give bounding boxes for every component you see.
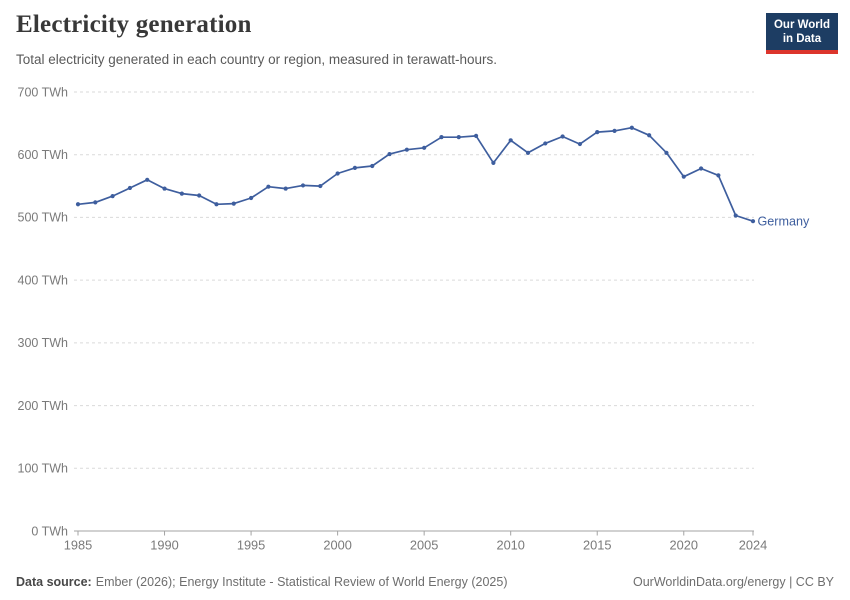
owid-logo-line1: Our World (773, 19, 830, 31)
data-point-2010[interactable] (508, 138, 513, 143)
owid-logo[interactable]: Our World in Data (765, 13, 838, 55)
data-point-1992[interactable] (197, 193, 202, 198)
data-point-1989[interactable] (145, 177, 150, 182)
data-point-2006[interactable] (439, 135, 444, 140)
x-tick-label: 2024 (739, 538, 767, 553)
y-tick-label: 300 TWh (18, 336, 69, 350)
y-tick-label: 200 TWh (18, 399, 69, 413)
data-point-2004[interactable] (404, 147, 409, 152)
data-point-2011[interactable] (525, 150, 531, 155)
data-source-note: Data source: Ember (2026); Energy Institu… (16, 575, 507, 589)
data-point-1985[interactable] (75, 202, 81, 207)
data-point-2016[interactable] (612, 128, 617, 133)
data-point-2012[interactable] (543, 141, 548, 146)
x-tick-label: 2000 (323, 538, 351, 553)
data-source-label: Data source: (16, 575, 92, 589)
owid-logo-line2: in Data (782, 33, 822, 46)
data-point-2021[interactable] (698, 166, 704, 171)
data-point-2019[interactable] (664, 150, 669, 155)
data-point-1995[interactable] (248, 195, 254, 201)
data-point-2000[interactable] (335, 171, 340, 176)
data-point-2022[interactable] (716, 173, 721, 178)
data-point-1996[interactable] (266, 184, 271, 189)
data-point-1991[interactable] (179, 191, 184, 196)
y-tick-label: 400 TWh (18, 273, 69, 287)
data-point-2008[interactable] (473, 133, 479, 138)
data-point-1986[interactable] (93, 200, 98, 205)
data-point-2009[interactable] (491, 160, 496, 165)
data-point-1994[interactable] (231, 201, 236, 206)
data-point-2024[interactable] (750, 219, 756, 224)
data-point-1987[interactable] (110, 194, 115, 199)
data-point-2002[interactable] (370, 163, 375, 169)
data-point-1988[interactable] (127, 185, 133, 191)
y-tick-label: 700 TWh (18, 85, 69, 99)
y-tick-label: 100 TWh (18, 462, 69, 476)
data-source-text: Ember (2026); Energy Institute - Statist… (95, 575, 508, 589)
owid-url-license[interactable]: OurWorldinData.org/energy | CC BY (632, 575, 834, 589)
y-tick-label: 600 TWh (18, 148, 69, 162)
data-point-2020[interactable] (681, 174, 686, 179)
data-point-2005[interactable] (422, 145, 427, 150)
chart-subtitle: Total electricity generated in each coun… (16, 52, 497, 67)
x-tick-label: 2020 (670, 538, 698, 553)
data-point-2007[interactable] (456, 135, 461, 140)
x-tick-label: 2005 (410, 538, 438, 553)
data-point-1998[interactable] (300, 183, 306, 188)
x-tick-label: 2010 (496, 538, 524, 553)
data-point-1990[interactable] (162, 186, 167, 191)
y-tick-label: 500 TWh (18, 211, 69, 225)
data-point-2003[interactable] (387, 151, 392, 157)
data-point-1999[interactable] (318, 183, 323, 189)
x-tick-label: 1995 (237, 538, 265, 553)
germany-line[interactable] (77, 126, 754, 223)
x-tick-label: 1985 (64, 538, 92, 553)
data-point-1997[interactable] (283, 186, 288, 191)
data-point-2023[interactable] (733, 213, 738, 218)
x-tick-label: 1990 (150, 538, 178, 553)
series-label-germany[interactable]: Germany (758, 214, 810, 228)
page-title: Electricity generation (16, 11, 252, 38)
data-point-2013[interactable] (560, 134, 565, 139)
data-point-2014[interactable] (577, 141, 583, 147)
data-point-2018[interactable] (647, 133, 652, 138)
data-point-2001[interactable] (352, 165, 358, 170)
data-point-2017[interactable] (629, 125, 634, 130)
data-point-1993[interactable] (214, 202, 219, 207)
x-tick-label: 2015 (583, 538, 611, 553)
y-tick-label: 0 TWh (31, 524, 68, 538)
data-point-2015[interactable] (595, 130, 600, 135)
